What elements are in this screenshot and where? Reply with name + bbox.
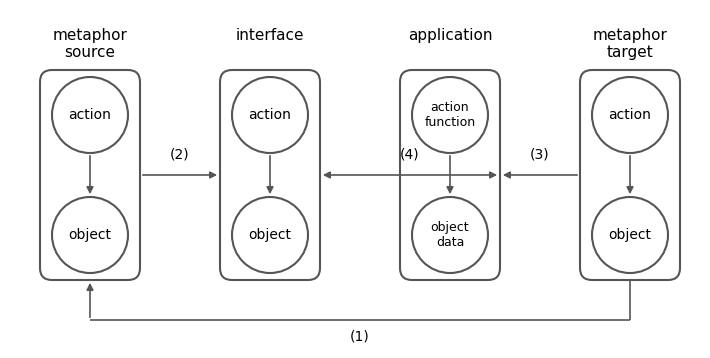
Circle shape [592, 197, 668, 273]
Text: interface: interface [236, 28, 305, 43]
Text: object: object [248, 228, 292, 242]
Text: action: action [608, 108, 652, 122]
Text: object: object [608, 228, 652, 242]
Text: metaphor
target: metaphor target [593, 28, 667, 61]
Text: (2): (2) [170, 148, 190, 162]
FancyBboxPatch shape [580, 70, 680, 280]
FancyBboxPatch shape [220, 70, 320, 280]
Text: metaphor
source: metaphor source [53, 28, 127, 61]
Circle shape [412, 77, 488, 153]
Circle shape [592, 77, 668, 153]
Circle shape [232, 197, 308, 273]
Text: (1): (1) [350, 330, 370, 344]
Text: (3): (3) [530, 148, 550, 162]
Text: (4): (4) [400, 148, 420, 162]
Circle shape [52, 77, 128, 153]
FancyBboxPatch shape [40, 70, 140, 280]
Text: application: application [408, 28, 492, 43]
Text: action: action [248, 108, 291, 122]
Circle shape [232, 77, 308, 153]
Text: object: object [68, 228, 111, 242]
Circle shape [52, 197, 128, 273]
Text: action: action [69, 108, 111, 122]
Text: action
function: action function [425, 101, 476, 129]
FancyBboxPatch shape [400, 70, 500, 280]
Circle shape [412, 197, 488, 273]
Text: object
data: object data [431, 221, 469, 249]
